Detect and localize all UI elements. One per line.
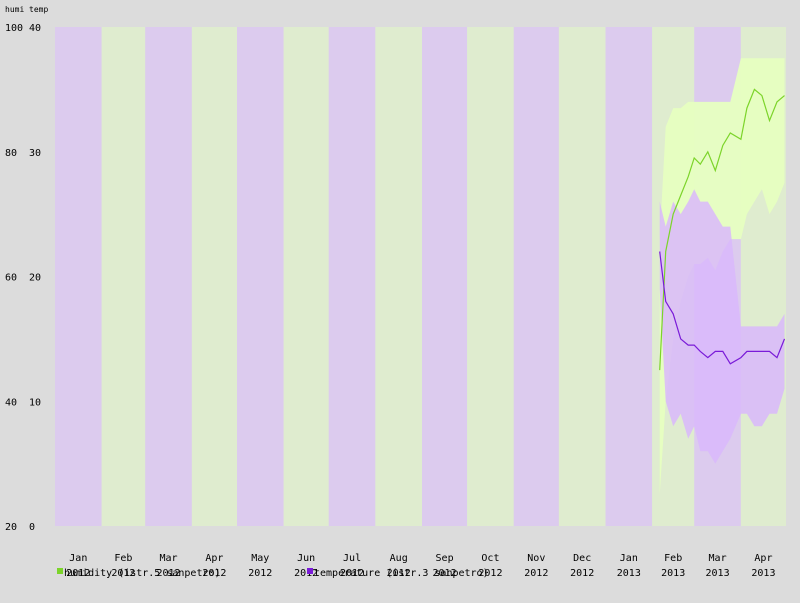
legend-swatch xyxy=(307,568,313,574)
x-tick-year: 2012 xyxy=(478,568,502,579)
x-tick-month: Jan xyxy=(620,553,638,564)
y-tick-left: 20 xyxy=(5,522,17,533)
x-tick-month: Mar xyxy=(709,553,727,564)
legend-label: temperature (istr.3 sanpetro) xyxy=(314,568,489,579)
legend-label: humidity (istr.5 sanpetro) xyxy=(64,568,221,579)
y-tick-right: 40 xyxy=(29,23,41,34)
month-band xyxy=(145,27,192,526)
x-tick-year: 2012 xyxy=(111,568,135,579)
x-tick-year: 2012 xyxy=(570,568,594,579)
x-tick-year: 2012 xyxy=(66,568,90,579)
x-tick-month: Feb xyxy=(664,553,682,564)
y-tick-left: 60 xyxy=(5,273,17,284)
x-tick-month: May xyxy=(251,553,269,564)
month-bands xyxy=(55,27,786,526)
y-tick-left: 100 xyxy=(5,23,23,34)
x-tick-month: Oct xyxy=(481,553,499,564)
month-band xyxy=(55,27,102,526)
x-tick-year: 2013 xyxy=(751,568,775,579)
y-tick-left: 80 xyxy=(5,148,17,159)
month-band xyxy=(101,27,146,526)
y-tick-right: 20 xyxy=(29,273,41,284)
month-band xyxy=(558,27,606,526)
y-tick-right: 30 xyxy=(29,148,41,159)
x-tick-year: 2013 xyxy=(617,568,641,579)
month-band xyxy=(375,27,423,526)
legend: humidity (istr.5 sanpetro) temperature (i… xyxy=(57,568,489,579)
x-tick-month: Sep xyxy=(436,553,454,564)
x-tick-month: Apr xyxy=(205,553,223,564)
y-tick-right: 0 xyxy=(29,522,35,533)
month-band xyxy=(467,27,514,526)
x-tick-month: Mar xyxy=(160,553,178,564)
x-tick-year: 2012 xyxy=(248,568,272,579)
month-band xyxy=(513,27,559,526)
x-tick-month: Apr xyxy=(754,553,772,564)
y-tick-right: 10 xyxy=(29,397,41,408)
x-tick-month: Aug xyxy=(390,553,408,564)
month-band xyxy=(422,27,468,526)
x-tick-month: Dec xyxy=(573,553,591,564)
x-tick-year: 2012 xyxy=(524,568,548,579)
series-line xyxy=(659,88,785,371)
month-band xyxy=(605,27,653,526)
month-band xyxy=(191,27,237,526)
x-tick-month: Nov xyxy=(527,553,545,564)
x-tick-year: 2013 xyxy=(661,568,685,579)
x-tick-year: 2012 xyxy=(202,568,226,579)
x-tick-year: 2012 xyxy=(294,568,318,579)
y-axis-title-right: temp xyxy=(29,5,48,14)
x-tick-month: Jul xyxy=(343,553,361,564)
series-range xyxy=(659,189,785,464)
x-tick-year: 2012 xyxy=(157,568,181,579)
y-tick-left: 40 xyxy=(5,397,17,408)
series-lines xyxy=(659,88,786,371)
legend-swatch xyxy=(57,568,63,574)
y-axis-title-left: humi xyxy=(5,5,24,14)
series-line xyxy=(659,251,786,365)
axis-ticks: Jan 2012 Feb 2012 Mar 2012 Apr 2012 May 2012 Jun 20… xyxy=(5,23,775,579)
x-tick-month: Feb xyxy=(114,553,132,564)
x-tick-year: 2013 xyxy=(706,568,730,579)
month-band xyxy=(283,27,329,526)
month-band xyxy=(328,27,376,526)
x-tick-year: 2012 xyxy=(340,568,364,579)
x-tick-month: Jun xyxy=(297,553,315,564)
x-tick-year: 2012 xyxy=(387,568,411,579)
x-tick-month: Jan xyxy=(69,553,87,564)
x-tick-year: 2012 xyxy=(433,568,457,579)
month-band xyxy=(236,27,284,526)
